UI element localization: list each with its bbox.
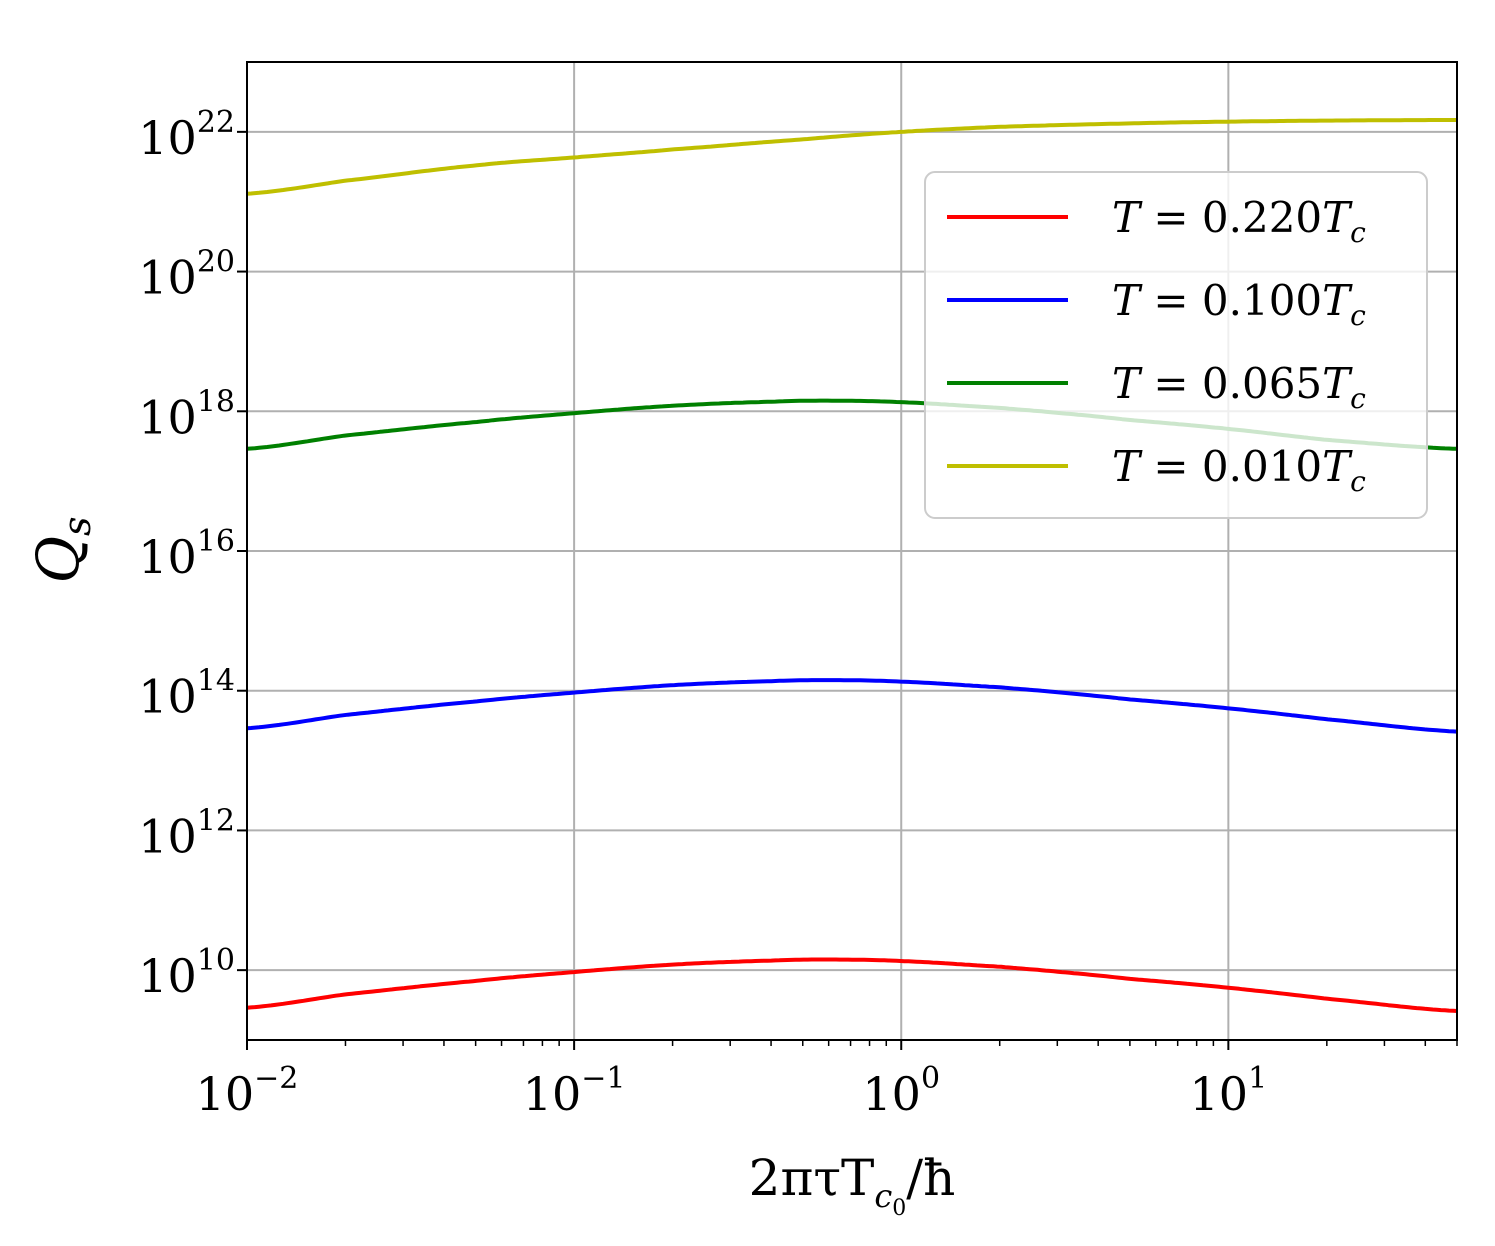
x-tick-label-exponent: −1 [581,1061,625,1096]
x-axis-label: 2πτTc0/ħ [749,1149,956,1221]
y-tick-label-base: 10 [138,949,197,1003]
x-tick-label-base: 10 [1190,1067,1249,1121]
y-tick-label: 1016 [138,524,235,584]
y-tick-label-exponent: 16 [197,524,235,559]
legend-label-part: T [1322,276,1353,325]
x-tick-label-base: 10 [862,1067,921,1121]
y-tick-label-exponent: 14 [197,664,235,699]
tick-labels: 10−2 10−1 100 10110101012101410161018102010… [138,105,1267,1121]
y-tick-label: 1022 [138,105,235,165]
x-tick-label: 10−2 [196,1061,299,1121]
legend-label-part: T [1322,359,1353,408]
series-line-2 [246,678,1458,734]
legend-label-part: = 0.010 [1140,442,1322,491]
y-tick-label-base: 10 [138,251,197,305]
legend-label-part: = 0.220 [1140,193,1322,242]
legend-label-part: c [1350,299,1366,332]
legend-label-part: T [1112,359,1143,408]
legend-label-part: c [1350,465,1366,498]
x-axis-label-subsub: 0 [892,1196,906,1221]
x-axis-label-sub: c [874,1177,892,1215]
x-tick-label-base: 10 [196,1067,255,1121]
x-tick-label: 10−1 [523,1061,626,1121]
y-tick-label-exponent: 22 [197,105,235,140]
legend-label-part: T [1112,442,1143,491]
legend-label-2: T = 0.100Tc [1112,276,1366,332]
y-tick-label: 1012 [138,803,235,863]
x-tick-label: 101 [1190,1061,1268,1121]
axis-ticks [237,130,1458,1050]
legend-label-part: T [1112,276,1143,325]
legend-box [924,171,1428,519]
legend-label-1: T = 0.220Tc [1112,193,1366,249]
x-tick-label-exponent: −2 [254,1061,298,1096]
y-tick-label: 1014 [138,664,235,724]
y-tick-label: 1010 [138,943,235,1003]
y-tick-label: 1020 [138,245,235,305]
y-tick-label-base: 10 [138,670,197,724]
x-axis-label-tail: /ħ [906,1149,955,1207]
y-tick-label-exponent: 10 [197,943,235,978]
y-tick-label: 1018 [138,384,235,444]
y-tick-label-base: 10 [138,809,197,863]
legend-label-part: T [1322,193,1353,242]
x-axis-label-main: 2πτT [749,1149,875,1207]
x-tick-label-exponent: 0 [921,1061,940,1096]
legend-label-part: = 0.100 [1140,276,1322,325]
y-tick-label-exponent: 12 [197,803,235,838]
legend-label-part: c [1350,382,1366,415]
legend-label-3: T = 0.065Tc [1112,359,1366,415]
y-axis-label: Qs [24,516,99,583]
series-line-4 [246,118,1457,196]
y-axis-label-main: Q [24,536,92,584]
x-tick-label-exponent: 1 [1248,1061,1267,1096]
series-line-1 [246,957,1458,1013]
y-tick-label-base: 10 [138,390,197,444]
legend-label-part: c [1350,216,1366,249]
y-axis-label-sub: s [55,516,99,536]
y-tick-label-base: 10 [138,530,197,584]
y-tick-label-exponent: 20 [197,245,235,280]
legend-label-part: = 0.065 [1140,359,1322,408]
y-tick-label-base: 10 [138,111,197,165]
legend-label-4: T = 0.010Tc [1112,442,1366,498]
x-tick-label-base: 10 [523,1067,582,1121]
y-tick-label-exponent: 18 [197,384,235,419]
legend-label-part: T [1112,193,1143,242]
x-tick-label: 100 [862,1061,940,1121]
legend-label-part: T [1322,442,1353,491]
